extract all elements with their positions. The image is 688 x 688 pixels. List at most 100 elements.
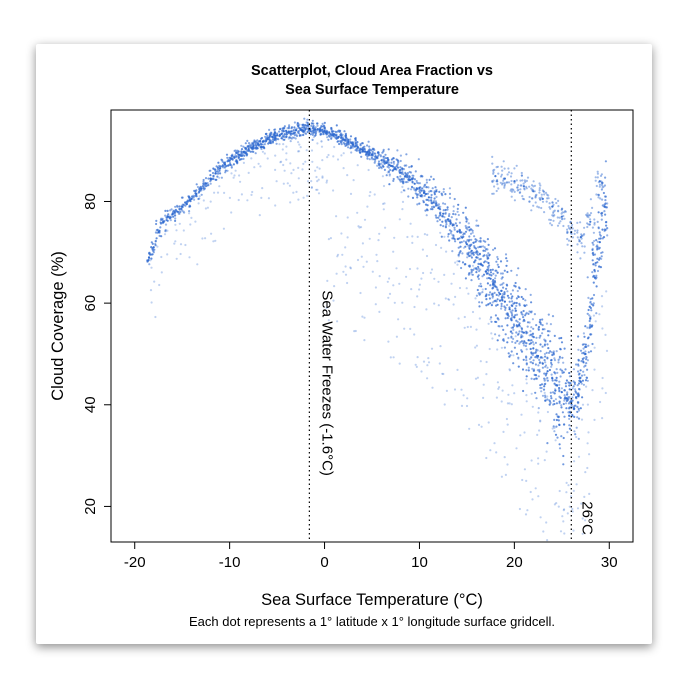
data-point [280, 160, 283, 163]
data-point [585, 355, 588, 358]
data-point [596, 269, 600, 273]
data-point [527, 366, 530, 369]
data-point [496, 263, 499, 266]
data-point [513, 167, 516, 170]
data-point [218, 168, 221, 171]
data-point [595, 285, 598, 288]
data-point [510, 316, 513, 319]
data-point [427, 186, 430, 189]
data-point [579, 257, 582, 260]
data-point [402, 173, 405, 176]
data-point [411, 180, 414, 183]
data-point [543, 359, 546, 362]
data-point [323, 131, 326, 134]
data-point [488, 347, 491, 351]
data-point [528, 185, 531, 188]
data-point [341, 137, 344, 140]
data-point [559, 368, 562, 371]
data-point [439, 224, 442, 227]
data-point [457, 253, 460, 256]
data-point [397, 318, 400, 321]
data-point [491, 337, 494, 340]
data-point [538, 182, 541, 185]
data-point [469, 325, 472, 328]
data-point [552, 352, 555, 355]
data-point [486, 238, 489, 241]
data-point [306, 121, 309, 124]
data-point [535, 377, 539, 380]
data-point [468, 235, 471, 238]
data-point [242, 157, 245, 160]
data-point [154, 242, 157, 246]
data-point [410, 165, 413, 168]
data-point [541, 332, 544, 335]
data-point [188, 256, 191, 259]
data-point [240, 144, 243, 147]
data-point [576, 229, 579, 232]
data-point [522, 358, 525, 361]
data-point [486, 277, 489, 280]
data-point [529, 330, 532, 333]
data-point [506, 423, 509, 426]
data-point [257, 162, 260, 165]
data-point [452, 272, 455, 275]
data-point [174, 223, 177, 226]
data-point [175, 229, 178, 232]
data-point [529, 490, 532, 494]
data-point [503, 167, 506, 170]
data-point [415, 365, 418, 368]
data-point [505, 417, 508, 421]
data-point [513, 180, 516, 183]
data-point [591, 226, 595, 229]
data-point [422, 360, 426, 363]
data-point [225, 153, 229, 156]
data-point [340, 136, 343, 139]
data-point [525, 369, 528, 372]
data-point [409, 171, 413, 174]
data-point [532, 336, 535, 339]
data-point [178, 207, 181, 211]
data-point [604, 160, 608, 163]
data-point [207, 177, 210, 180]
data-point [206, 206, 209, 209]
data-point [515, 164, 518, 167]
data-point [430, 268, 434, 271]
data-point [471, 310, 475, 314]
data-point [422, 185, 426, 188]
data-point [336, 140, 339, 143]
data-point [426, 192, 429, 195]
data-point [588, 314, 591, 317]
data-point [554, 398, 558, 401]
data-point [560, 391, 563, 394]
data-point [179, 210, 182, 214]
data-point [346, 281, 349, 285]
data-point [577, 401, 580, 404]
data-point [302, 133, 305, 137]
data-point [411, 241, 414, 244]
data-point [516, 186, 519, 189]
data-point [490, 304, 493, 307]
data-point [298, 133, 302, 137]
data-point [510, 403, 513, 406]
data-point [340, 143, 343, 146]
data-point [549, 391, 552, 394]
data-point [222, 161, 226, 165]
data-point [544, 355, 547, 358]
data-point [510, 190, 514, 193]
data-point [273, 137, 277, 140]
data-point [537, 411, 540, 414]
data-point [591, 206, 594, 209]
data-point [543, 193, 546, 196]
data-point [555, 201, 558, 205]
data-point [334, 130, 337, 133]
data-point [361, 150, 364, 153]
data-point [230, 172, 233, 175]
data-point [437, 203, 440, 206]
data-point [379, 162, 382, 165]
data-point [235, 155, 238, 158]
data-point [494, 299, 497, 302]
data-point [463, 326, 466, 329]
data-point [489, 271, 493, 274]
data-point [522, 198, 526, 201]
data-point [361, 315, 364, 318]
